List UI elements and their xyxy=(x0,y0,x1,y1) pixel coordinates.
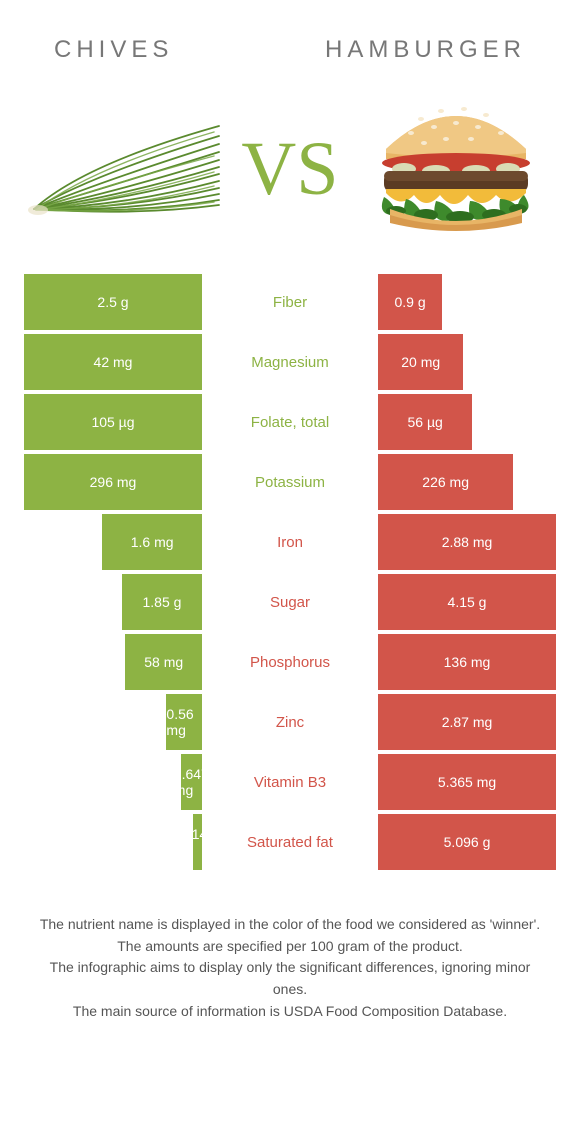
nutrient-name: Saturated fat xyxy=(202,814,378,870)
nutrient-name: Folate, total xyxy=(202,394,378,450)
value-chives: 58 mg xyxy=(125,634,202,690)
nutrient-row: 2.5 gFiber0.9 g xyxy=(24,274,556,330)
nutrient-row: 58 mgPhosphorus136 mg xyxy=(24,634,556,690)
value-hamburger: 20 mg xyxy=(378,334,463,390)
footer-line-3: The infographic aims to display only the… xyxy=(36,957,544,1000)
value-chives: 105 µg xyxy=(24,394,202,450)
bar-right-wrap: 20 mg xyxy=(378,334,556,390)
bar-left-wrap: 58 mg xyxy=(24,634,202,690)
bar-right-wrap: 56 µg xyxy=(378,394,556,450)
value-hamburger: 5.096 g xyxy=(378,814,556,870)
header: CHIVES HAMBURGER xyxy=(0,0,580,64)
vs-label: VS xyxy=(241,126,338,213)
nutrient-row: 0.146 gSaturated fat5.096 g xyxy=(24,814,556,870)
footer-line-1: The nutrient name is displayed in the co… xyxy=(36,914,544,936)
nutrient-row: 42 mgMagnesium20 mg xyxy=(24,334,556,390)
bar-left-wrap: 0.146 g xyxy=(24,814,202,870)
nutrient-name: Zinc xyxy=(202,694,378,750)
bar-left-wrap: 296 mg xyxy=(24,454,202,510)
value-hamburger: 2.87 mg xyxy=(378,694,556,750)
bar-right-wrap: 226 mg xyxy=(378,454,556,510)
footer-line-4: The main source of information is USDA F… xyxy=(36,1001,544,1023)
nutrient-row: 0.647 mgVitamin B35.365 mg xyxy=(24,754,556,810)
value-hamburger: 56 µg xyxy=(378,394,472,450)
bar-left-wrap: 42 mg xyxy=(24,334,202,390)
value-hamburger: 226 mg xyxy=(378,454,513,510)
value-hamburger: 5.365 mg xyxy=(378,754,556,810)
bar-left-wrap: 105 µg xyxy=(24,394,202,450)
bar-left-wrap: 0.647 mg xyxy=(24,754,202,810)
bar-right-wrap: 5.096 g xyxy=(378,814,556,870)
bar-left-wrap: 1.6 mg xyxy=(24,514,202,570)
bar-right-wrap: 2.87 mg xyxy=(378,694,556,750)
title-hamburger: HAMBURGER xyxy=(325,36,526,64)
bar-right-wrap: 136 mg xyxy=(378,634,556,690)
nutrient-row: 105 µgFolate, total56 µg xyxy=(24,394,556,450)
value-chives: 0.146 g xyxy=(193,814,202,870)
nutrient-name: Sugar xyxy=(202,574,378,630)
bar-left-wrap: 1.85 g xyxy=(24,574,202,630)
nutrient-table: 2.5 gFiber0.9 g42 mgMagnesium20 mg105 µg… xyxy=(0,264,580,870)
value-hamburger: 136 mg xyxy=(378,634,556,690)
footer-notes: The nutrient name is displayed in the co… xyxy=(0,874,580,1022)
value-chives: 296 mg xyxy=(24,454,202,510)
nutrient-name: Iron xyxy=(202,514,378,570)
bar-right-wrap: 5.365 mg xyxy=(378,754,556,810)
value-chives: 1.6 mg xyxy=(102,514,202,570)
footer-line-2: The amounts are specified per 100 gram o… xyxy=(36,936,544,958)
bar-left-wrap: 2.5 g xyxy=(24,274,202,330)
value-hamburger: 2.88 mg xyxy=(378,514,556,570)
value-chives: 0.647 mg xyxy=(181,754,202,810)
nutrient-name: Vitamin B3 xyxy=(202,754,378,810)
value-chives: 42 mg xyxy=(24,334,202,390)
nutrient-name: Fiber xyxy=(202,274,378,330)
nutrient-name: Potassium xyxy=(202,454,378,510)
nutrient-row: 1.85 gSugar4.15 g xyxy=(24,574,556,630)
nutrient-row: 0.56 mgZinc2.87 mg xyxy=(24,694,556,750)
title-chives: CHIVES xyxy=(54,36,173,64)
bar-right-wrap: 2.88 mg xyxy=(378,514,556,570)
nutrient-name: Magnesium xyxy=(202,334,378,390)
nutrient-name: Phosphorus xyxy=(202,634,378,690)
chives-image xyxy=(24,94,224,244)
value-hamburger: 4.15 g xyxy=(378,574,556,630)
value-chives: 0.56 mg xyxy=(166,694,202,750)
value-chives: 1.85 g xyxy=(122,574,202,630)
nutrient-row: 296 mgPotassium226 mg xyxy=(24,454,556,510)
bar-right-wrap: 4.15 g xyxy=(378,574,556,630)
value-hamburger: 0.9 g xyxy=(378,274,442,330)
bar-right-wrap: 0.9 g xyxy=(378,274,556,330)
hamburger-image xyxy=(356,94,556,244)
nutrient-row: 1.6 mgIron2.88 mg xyxy=(24,514,556,570)
bar-left-wrap: 0.56 mg xyxy=(24,694,202,750)
value-chives: 2.5 g xyxy=(24,274,202,330)
hero-row: VS xyxy=(0,64,580,264)
